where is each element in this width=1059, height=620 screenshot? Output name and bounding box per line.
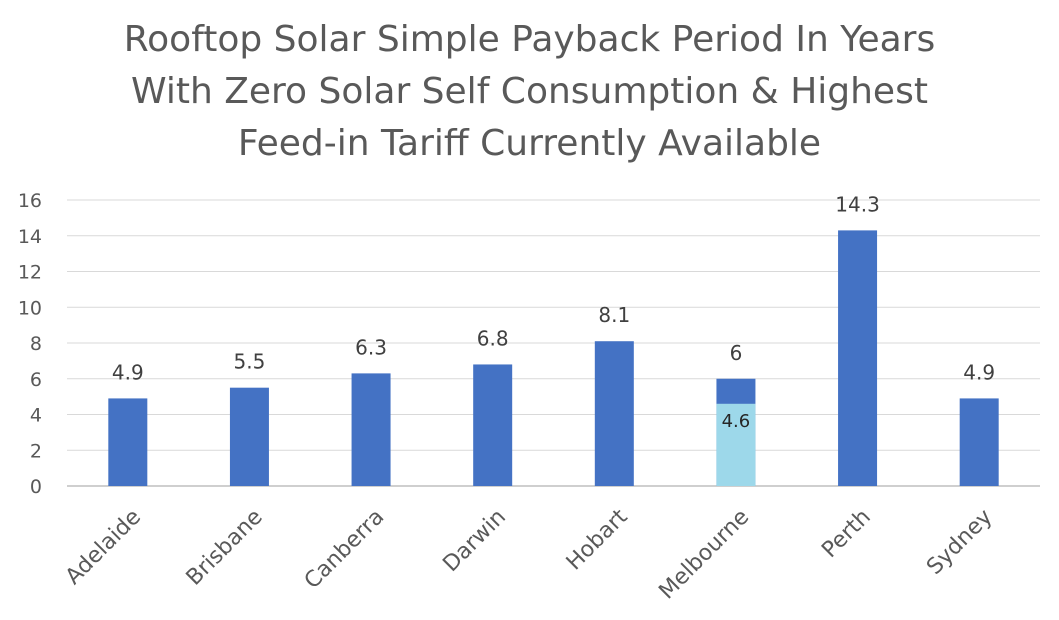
data-label-brisbane: 5.5: [234, 350, 266, 374]
bars: [108, 230, 999, 486]
bar-overlay-melbourne: [716, 403, 756, 486]
chart-title-line-1: Rooftop Solar Simple Payback Period In Y…: [123, 19, 936, 60]
bar-hobart: [594, 341, 634, 486]
y-axis-tick-labels: 0 2 4 6 8 10 12 14 16: [18, 190, 42, 498]
data-labels: 4.9 5.5 6.3 6.8 8.1 4.6 6 14.3 4.9: [112, 192, 995, 431]
category-label-hobart: Hobart: [562, 504, 633, 575]
category-label-sydney: Sydney: [922, 505, 997, 580]
y-tick-label: 10: [18, 297, 42, 319]
bar-adelaide: [108, 398, 148, 486]
y-tick-label: 16: [18, 190, 42, 212]
y-tick-label: 4: [30, 405, 42, 427]
bar-darwin: [473, 364, 513, 486]
y-tick-label: 6: [30, 369, 42, 391]
data-label-perth: 14.3: [835, 192, 880, 216]
data-label-melbourne: 6: [730, 341, 743, 365]
data-label-canberra: 6.3: [355, 335, 387, 359]
category-label-brisbane: Brisbane: [182, 505, 268, 591]
data-label-hobart: 8.1: [598, 303, 630, 327]
bar-perth: [838, 230, 878, 486]
data-label-darwin: 6.8: [477, 326, 509, 350]
category-label-perth: Perth: [817, 505, 875, 563]
category-label-darwin: Darwin: [438, 505, 510, 577]
chart-title: Rooftop Solar Simple Payback Period In Y…: [0, 14, 1059, 170]
overlay-data-label: 4.6: [722, 411, 751, 432]
data-label-sydney: 4.9: [963, 360, 995, 384]
y-tick-label: 8: [30, 333, 42, 355]
y-tick-label: 2: [30, 440, 42, 462]
category-label-melbourne: Melbourne: [654, 505, 754, 605]
bar-canberra: [351, 373, 391, 486]
chart-title-line-2: With Zero Solar Self Consumption & Highe…: [131, 71, 928, 112]
bar-brisbane: [229, 387, 269, 486]
x-axis-category-labels: Adelaide Brisbane Canberra Darwin Hobart Melb…: [61, 504, 997, 604]
y-tick-label: 14: [18, 226, 42, 248]
category-label-canberra: Canberra: [300, 505, 389, 594]
y-tick-label: 12: [18, 262, 42, 284]
data-label-adelaide: 4.9: [112, 360, 144, 384]
category-label-adelaide: Adelaide: [61, 505, 146, 590]
bar-sydney: [959, 398, 999, 486]
chart-title-line-3: Feed-in Tariff Currently Available: [237, 123, 822, 164]
gridlines: [67, 199, 1040, 487]
y-tick-label: 0: [30, 476, 42, 498]
